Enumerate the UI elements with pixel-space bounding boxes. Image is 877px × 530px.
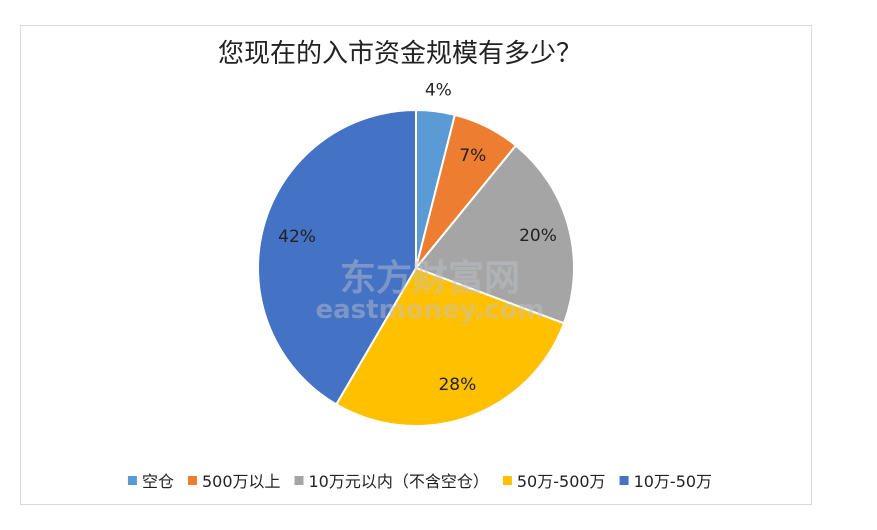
data-label-4: 28% [438,375,476,395]
data-label-5: 42% [278,227,316,247]
legend-label-3: 10万元以内（不含空仓） [309,472,489,491]
legend-swatch-4 [502,476,512,485]
pie-slice-5 [257,108,417,406]
pie-slice-3 [414,144,575,325]
legend: 空仓 500万以上 10万元以内（不含空仓） 50万-500万 10万-50万 [127,472,713,491]
data-label-1: 4% [425,80,452,100]
legend-label-2: 500万以上 [202,472,281,491]
legend-swatch-5 [619,476,629,485]
chart-title: 您现在的入市资金规模有多少？ [218,39,582,69]
legend-swatch-2 [187,476,197,485]
watermark: 东方财富网 eastmoney.com [316,257,545,325]
data-label-3: 20% [519,226,557,246]
legend-swatch-3 [294,476,304,485]
legend-label-4: 50万-500万 [517,472,606,491]
data-label-2: 7% [459,146,486,166]
legend-label-5: 10万-50万 [634,472,713,491]
watermark-sub: eastmoney.com [316,295,545,325]
watermark-main: 东方财富网 [340,257,520,299]
pie-slices [257,108,575,427]
data-labels: 4% 7% 20% 28% 42% [278,80,557,395]
legend-label-1: 空仓 [142,472,174,491]
legend-swatch-1 [127,476,137,485]
